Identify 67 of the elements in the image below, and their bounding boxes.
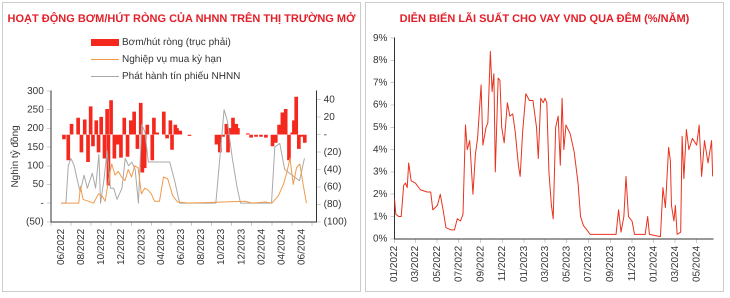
- y-tick-label: 150: [27, 142, 44, 153]
- x-tick-label: 12/2022: [116, 228, 128, 266]
- x-tick-label: 08/2023: [196, 228, 208, 266]
- x-tick-label: 01/2024: [648, 245, 660, 282]
- y2-tick-label: (100): [324, 216, 348, 228]
- x-tick-label: 09/2023: [605, 245, 616, 282]
- x-tick-label: 10/2022: [96, 228, 107, 266]
- bar: [302, 134, 307, 143]
- y-tick-label: 6%: [373, 100, 388, 111]
- y-tick-label: 250: [27, 104, 44, 116]
- y-tick-label: 9%: [373, 32, 388, 44]
- x-tick-label: 03/2022: [410, 245, 422, 282]
- y2-tick-label: -: [324, 129, 327, 140]
- x-tick-label: 07/2023: [583, 245, 594, 282]
- x-tick-label: 08/2022: [76, 228, 87, 266]
- y-tick-label: 100: [27, 160, 44, 172]
- bar: [270, 134, 274, 146]
- x-tick-label: 01/2022: [389, 245, 400, 282]
- chart-title: HOẠT ĐỘNG BƠM/HÚT RÒNG CỦA NHNN TRÊN THỊ TRƯỜNG MỞ: [6, 13, 356, 27]
- bar: [274, 134, 278, 143]
- y-tick-label: -: [40, 198, 44, 209]
- y-tick-label: 300: [27, 86, 44, 97]
- bar: [178, 130, 182, 134]
- x-tick-label: 10/2023: [216, 228, 228, 266]
- y2-tick-label: (80): [324, 199, 342, 210]
- x-tick-label: 03/2024: [670, 245, 681, 282]
- y2-tick-label: (60): [324, 182, 342, 193]
- x-tick-label: 01/2023: [518, 245, 530, 282]
- y-tick-label: 8%: [373, 55, 388, 66]
- y-tick-label: 7%: [373, 77, 388, 88]
- x-tick-label: 02/2024: [256, 228, 268, 266]
- y2-tick-label: (20): [324, 146, 342, 158]
- y-tick-label: 0%: [373, 234, 388, 245]
- x-tick-label: 06/2023: [176, 228, 187, 266]
- y2-tick-label: (40): [324, 164, 342, 176]
- bar: [162, 112, 166, 134]
- y-tick-label: 2%: [373, 188, 388, 200]
- y-axis-title: Nghìn tỷ đồng: [10, 125, 21, 188]
- x-tick-label: 03/2023: [540, 245, 551, 282]
- x-tick-label: 02/2023: [136, 228, 148, 266]
- x-tick-label: 05/2022: [432, 245, 443, 282]
- y2-tick-label: 40: [324, 94, 336, 106]
- y-tick-label: (50): [26, 216, 44, 228]
- legend-label: Nghiệp vụ mua kỳ hạn: [122, 54, 222, 65]
- x-tick-label: 09/2022: [476, 245, 486, 282]
- y-tick-label: 50: [32, 179, 44, 190]
- bar: [280, 112, 284, 134]
- x-tick-label: 05/2023: [561, 245, 572, 282]
- chart-title: DIỄN BIẾN LÃI SUẤT CHO VAY VND QUA ĐÊM (%/NĂM): [398, 13, 690, 27]
- x-tick-label: 07/2022: [453, 245, 464, 282]
- y-tick-label: 5%: [373, 122, 388, 134]
- legend-label: Bơm/hút ròng (trục phải): [122, 37, 231, 48]
- x-tick-label: 05/2024: [691, 245, 702, 282]
- x-tick-label: 06/2022: [56, 228, 67, 266]
- y-tick-label: 3%: [373, 166, 388, 178]
- y-tick-label: 4%: [373, 144, 388, 156]
- x-tick-label: 06/2024: [296, 228, 308, 266]
- x-tick-label: 11/2023: [626, 245, 638, 282]
- x-tick-label: 04/2024: [276, 228, 288, 266]
- y-tick-label: 200: [27, 123, 44, 134]
- y-tick-label: 1%: [373, 211, 388, 222]
- x-tick-label: 12/2023: [236, 228, 248, 266]
- y2-tick-label: 20: [324, 112, 336, 123]
- x-tick-label: 11/2022: [497, 245, 508, 282]
- x-tick-label: 04/2023: [156, 228, 167, 266]
- bar: [175, 128, 179, 134]
- legend-label: Phát hành tín phiếu NHNN: [122, 71, 240, 82]
